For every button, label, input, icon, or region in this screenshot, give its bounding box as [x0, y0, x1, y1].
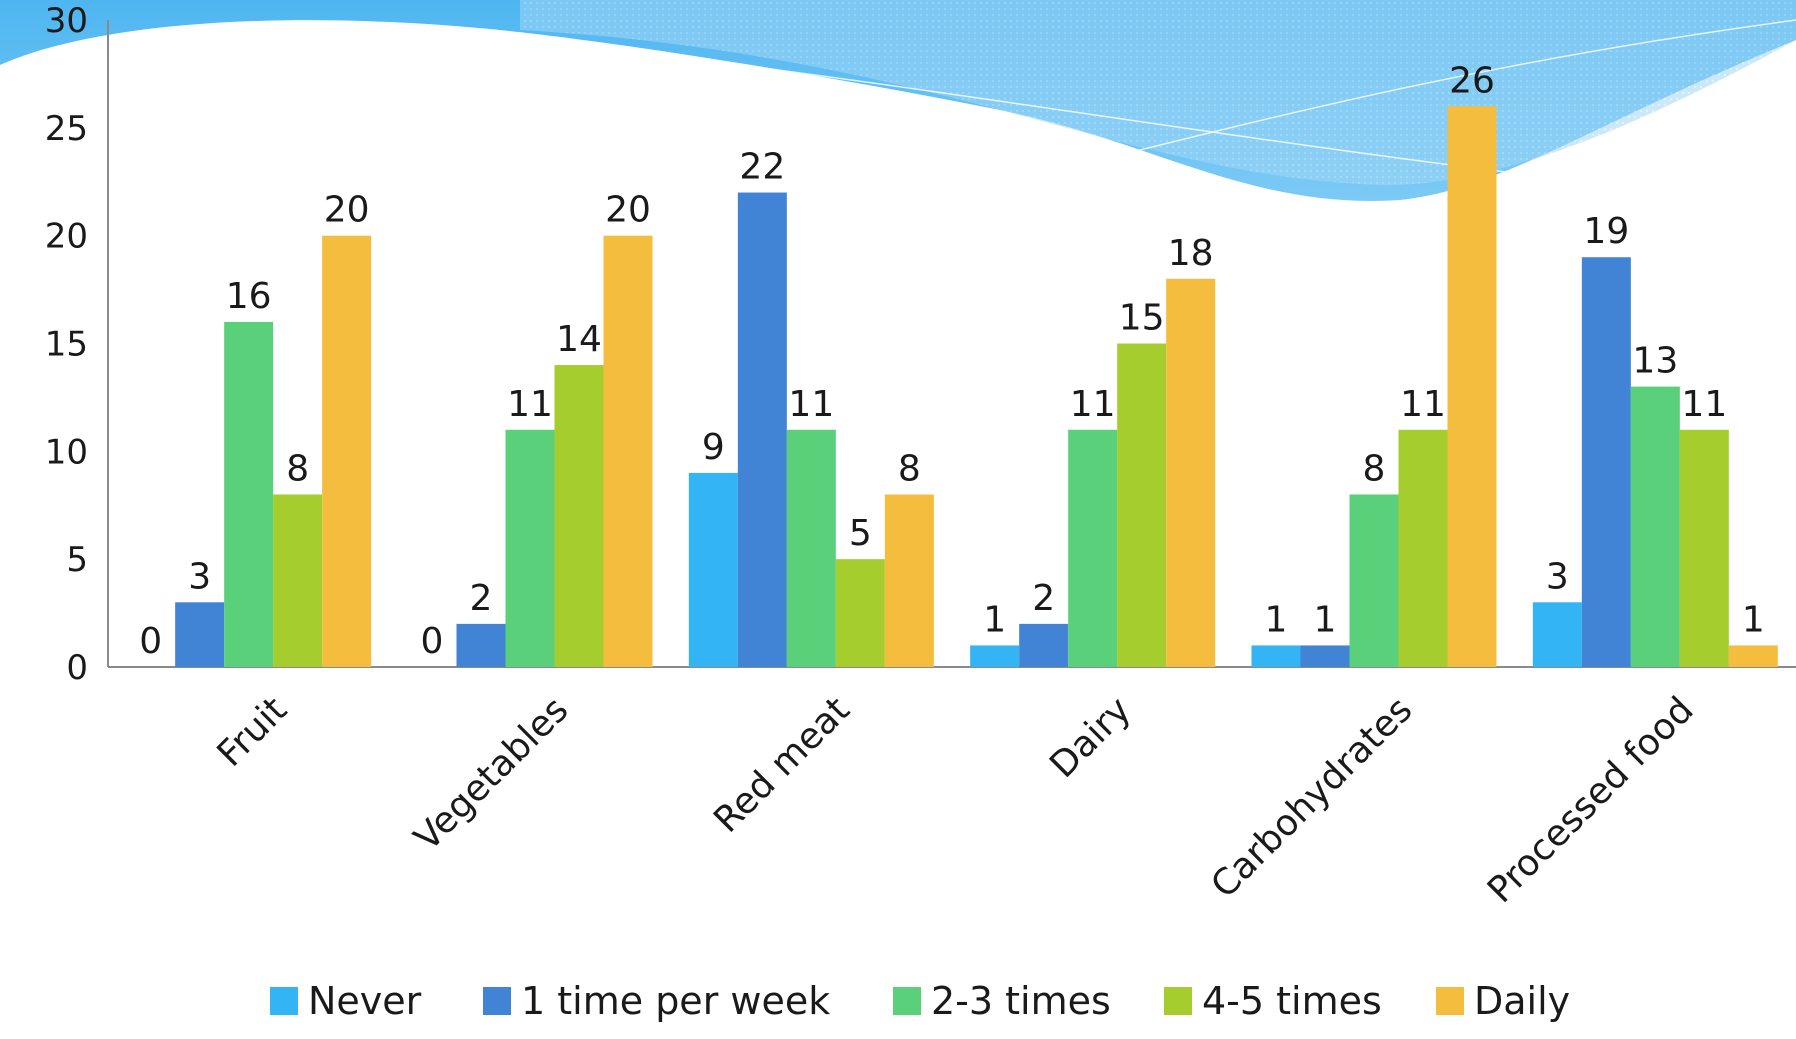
data-label: 1	[1265, 599, 1288, 640]
bar	[1019, 623, 1069, 667]
bar	[970, 645, 1020, 667]
data-label: 0	[139, 621, 162, 662]
data-label: 0	[421, 621, 444, 662]
legend-label: Daily	[1474, 979, 1570, 1023]
x-category-label: Processed food	[1480, 689, 1702, 911]
legend-swatch	[1164, 987, 1192, 1015]
data-label: 11	[1400, 384, 1446, 425]
x-category-label: Fruit	[210, 689, 295, 774]
legend: Never 1 time per week 2-3 times 4-5 times Da…	[270, 979, 1570, 1023]
bar	[1166, 278, 1216, 667]
data-label: 19	[1583, 211, 1629, 252]
data-label: 1	[1742, 599, 1765, 640]
data-label: 5	[849, 513, 872, 554]
bar	[1398, 429, 1448, 667]
bar	[688, 472, 738, 667]
data-label: 20	[605, 190, 651, 231]
data-label: 2	[470, 578, 493, 619]
y-tick-label: 15	[45, 325, 88, 365]
bar	[1630, 386, 1680, 667]
data-label: 11	[1070, 384, 1116, 425]
bar	[603, 235, 653, 667]
y-tick-label: 0	[66, 648, 88, 688]
bar	[1068, 429, 1118, 667]
bar	[786, 429, 836, 667]
data-label: 11	[788, 384, 834, 425]
legend-label: Never	[308, 979, 422, 1023]
bar	[505, 429, 555, 667]
y-tick-label: 10	[45, 432, 88, 472]
data-label: 16	[226, 276, 272, 317]
x-category-label: Carbohydrates	[1203, 689, 1420, 906]
data-label: 1	[1314, 599, 1337, 640]
bar	[1251, 645, 1301, 667]
legend-swatch	[893, 987, 921, 1015]
bar	[554, 365, 604, 667]
bar	[835, 559, 885, 667]
bar	[1349, 494, 1399, 667]
bar	[456, 623, 506, 667]
legend-swatch	[270, 987, 298, 1015]
legend-label: 1 time per week	[521, 979, 830, 1023]
x-category-label: Red meat	[706, 689, 857, 840]
data-label: 3	[188, 556, 211, 597]
data-label: 14	[556, 319, 602, 360]
data-label: 3	[1546, 556, 1569, 597]
legend-label: 2-3 times	[931, 979, 1111, 1023]
bar	[1728, 645, 1778, 667]
bars-layer	[175, 106, 1778, 668]
bar	[884, 494, 934, 667]
bar	[1679, 429, 1729, 667]
data-label: 8	[286, 448, 309, 489]
data-label: 11	[1681, 384, 1727, 425]
legend-swatch	[483, 987, 511, 1015]
data-label: 13	[1632, 341, 1678, 382]
data-label: 22	[739, 147, 785, 188]
data-label: 9	[702, 427, 725, 468]
x-category-label: Vegetables	[407, 689, 577, 859]
legend-swatch	[1436, 987, 1464, 1015]
data-label: 8	[898, 448, 921, 489]
data-label: 20	[324, 190, 370, 231]
y-tick-label: 30	[45, 1, 88, 41]
data-label: 15	[1119, 298, 1165, 339]
bar	[737, 192, 787, 668]
y-tick-label: 25	[45, 109, 88, 149]
legend-label: 4-5 times	[1202, 979, 1382, 1023]
bar	[1300, 645, 1350, 667]
bar	[1447, 106, 1497, 668]
x-category-label: Dairy	[1042, 689, 1139, 786]
y-axis-ticks: 0 5 10 15 20 25 30	[45, 1, 88, 688]
background-wave	[0, 0, 1796, 201]
x-axis-category-labels: Fruit Vegetables Red meat Dairy Carbohydrate…	[210, 689, 1702, 911]
bar	[1581, 257, 1631, 667]
bar	[1117, 343, 1167, 667]
y-tick-label: 20	[45, 217, 88, 257]
bar	[273, 494, 323, 667]
bar	[175, 602, 225, 667]
bar	[322, 235, 372, 667]
y-tick-label: 5	[66, 540, 88, 580]
data-label: 8	[1363, 448, 1386, 489]
data-label: 18	[1168, 233, 1214, 274]
bar	[224, 321, 274, 667]
bar	[1532, 602, 1582, 667]
data-label: 1	[983, 599, 1006, 640]
data-label: 2	[1032, 578, 1055, 619]
data-label: 26	[1449, 60, 1495, 101]
data-label: 11	[507, 384, 553, 425]
